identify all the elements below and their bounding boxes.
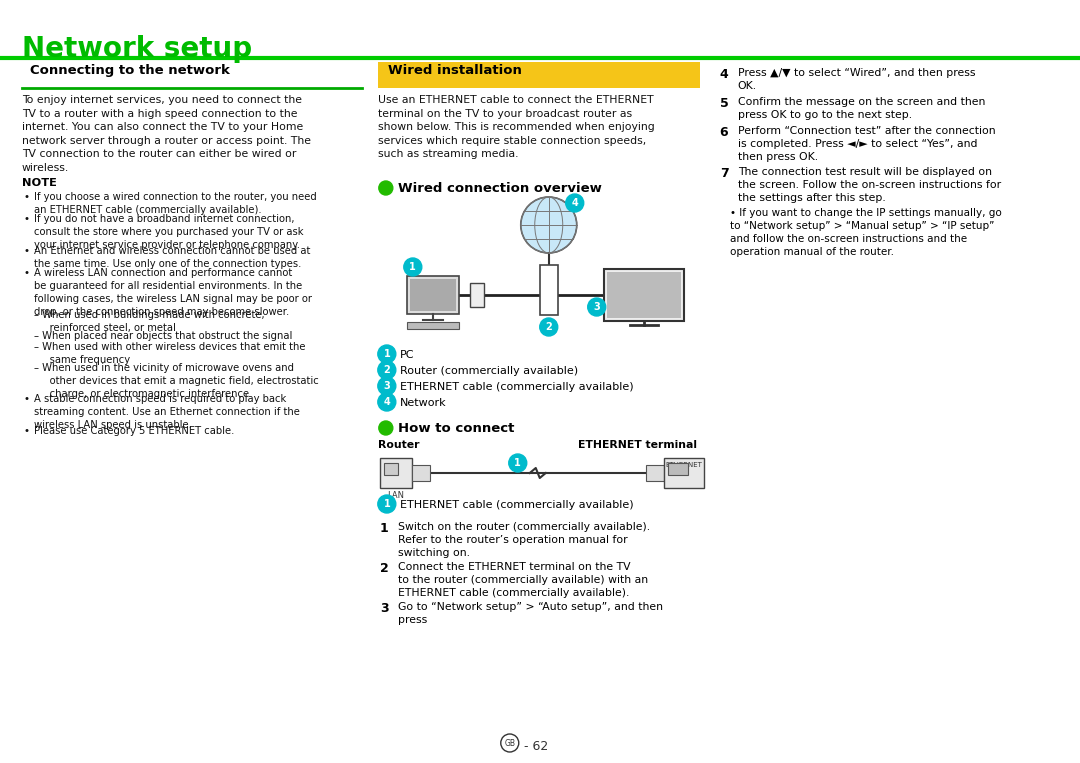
Text: • If you want to change the IP settings manually, go
to “Network setup” > “Manua: • If you want to change the IP settings … — [730, 208, 1001, 257]
Circle shape — [378, 361, 395, 379]
Text: 3: 3 — [383, 381, 390, 391]
Text: GB: GB — [504, 739, 515, 748]
Text: Switch on the router (commercially available).
Refer to the router’s operation m: Switch on the router (commercially avail… — [397, 522, 650, 559]
Bar — [407, 276, 459, 314]
Bar — [667, 463, 688, 475]
Text: Perform “Connection test” after the connection
is completed. Press ◄/► to select: Perform “Connection test” after the conn… — [738, 126, 996, 163]
Text: 5: 5 — [719, 97, 728, 110]
Text: Wired connection overview: Wired connection overview — [397, 182, 602, 195]
Text: ETHERNET: ETHERNET — [665, 462, 702, 468]
Bar — [664, 458, 704, 488]
Text: Router: Router — [378, 440, 419, 450]
Text: How to connect: How to connect — [397, 422, 514, 435]
Text: 3: 3 — [593, 302, 600, 312]
Text: 2: 2 — [545, 322, 552, 332]
Text: 3: 3 — [380, 602, 389, 615]
Text: ETHERNET cable (commercially available): ETHERNET cable (commercially available) — [400, 500, 634, 510]
Bar — [407, 322, 459, 329]
Text: 6: 6 — [719, 126, 728, 139]
Bar — [540, 265, 557, 315]
Text: Go to “Network setup” > “Auto setup”, and then
press: Go to “Network setup” > “Auto setup”, an… — [397, 602, 663, 625]
Text: LAN: LAN — [388, 491, 404, 500]
Bar — [383, 463, 397, 475]
Text: – When used in buildings made with concrete,
     reinforced steel, or metal: – When used in buildings made with concr… — [33, 311, 265, 333]
Text: 4: 4 — [383, 397, 390, 407]
Circle shape — [540, 318, 557, 336]
Text: Network: Network — [400, 398, 446, 408]
Text: Connect the ETHERNET terminal on the TV
to the router (commercially available) w: Connect the ETHERNET terminal on the TV … — [397, 562, 648, 598]
Text: To enjoy internet services, you need to connect the
TV to a router with a high s: To enjoy internet services, you need to … — [22, 95, 311, 173]
Text: •: • — [24, 394, 30, 404]
Text: Confirm the message on the screen and then
press OK to go to the next step.: Confirm the message on the screen and th… — [738, 97, 985, 121]
Text: Network setup: Network setup — [22, 35, 252, 63]
Text: •: • — [24, 246, 30, 256]
Text: •: • — [24, 214, 30, 224]
Text: Press ▲/▼ to select “Wired”, and then press
OK.: Press ▲/▼ to select “Wired”, and then pr… — [738, 68, 975, 92]
Text: 1: 1 — [514, 458, 522, 468]
Text: •: • — [24, 268, 30, 278]
Bar — [470, 283, 484, 307]
Circle shape — [588, 298, 606, 316]
Text: 1: 1 — [380, 522, 389, 535]
Circle shape — [521, 197, 577, 253]
Circle shape — [378, 495, 395, 513]
Bar — [607, 272, 680, 318]
Bar — [378, 62, 700, 88]
Text: Router (commercially available): Router (commercially available) — [400, 366, 578, 376]
Bar — [409, 279, 456, 311]
Circle shape — [379, 421, 393, 435]
Text: 7: 7 — [719, 167, 728, 180]
Text: A stable connection speed is required to play back
streaming content. Use an Eth: A stable connection speed is required to… — [33, 394, 300, 430]
Circle shape — [509, 454, 527, 472]
Text: 2: 2 — [380, 562, 389, 575]
Text: 1: 1 — [383, 499, 390, 509]
Text: Wired installation: Wired installation — [388, 64, 522, 77]
Text: If you do not have a broadband internet connection,
consult the store where you : If you do not have a broadband internet … — [33, 214, 303, 250]
Circle shape — [566, 194, 583, 212]
Text: 2: 2 — [383, 365, 390, 375]
Text: 4: 4 — [571, 198, 578, 208]
Text: The connection test result will be displayed on
the screen. Follow the on-screen: The connection test result will be displ… — [738, 167, 1001, 204]
Text: Use an ETHERNET cable to connect the ETHERNET
terminal on the TV to your broadca: Use an ETHERNET cable to connect the ETH… — [378, 95, 654, 159]
Text: – When used with other wireless devices that emit the
     same frequency: – When used with other wireless devices … — [33, 342, 306, 365]
Bar — [380, 458, 411, 488]
Text: An Ethernet and wireless connection cannot be used at
the same time. Use only on: An Ethernet and wireless connection cann… — [33, 246, 310, 269]
Text: - 62: - 62 — [519, 740, 548, 753]
Text: 1: 1 — [383, 349, 390, 359]
Text: Please use Category 5 ETHERNET cable.: Please use Category 5 ETHERNET cable. — [33, 426, 234, 436]
Text: 1: 1 — [409, 262, 416, 272]
Text: A wireless LAN connection and performance cannot
be guaranteed for all residenti: A wireless LAN connection and performanc… — [33, 268, 312, 317]
Text: ETHERNET terminal: ETHERNET terminal — [578, 440, 697, 450]
Bar — [604, 269, 684, 321]
Text: Connecting to the network: Connecting to the network — [30, 64, 230, 77]
Circle shape — [378, 377, 395, 395]
Bar — [646, 465, 664, 481]
Text: – When used in the vicinity of microwave ovens and
     other devices that emit : – When used in the vicinity of microwave… — [33, 362, 319, 399]
Text: ETHERNET cable (commercially available): ETHERNET cable (commercially available) — [400, 382, 634, 392]
Text: •: • — [24, 426, 30, 436]
Text: NOTE: NOTE — [22, 178, 57, 188]
Text: If you choose a wired connection to the router, you need
an ETHERNET cable (comm: If you choose a wired connection to the … — [33, 192, 316, 215]
Text: – When placed near objects that obstruct the signal: – When placed near objects that obstruct… — [33, 331, 293, 341]
Text: PC: PC — [400, 350, 415, 360]
Circle shape — [404, 258, 422, 276]
Text: 4: 4 — [719, 68, 728, 81]
Circle shape — [501, 734, 518, 752]
Circle shape — [378, 393, 395, 411]
Text: •: • — [24, 192, 30, 202]
Circle shape — [379, 181, 393, 195]
Bar — [22, 62, 362, 88]
Bar — [411, 465, 430, 481]
Circle shape — [378, 345, 395, 363]
